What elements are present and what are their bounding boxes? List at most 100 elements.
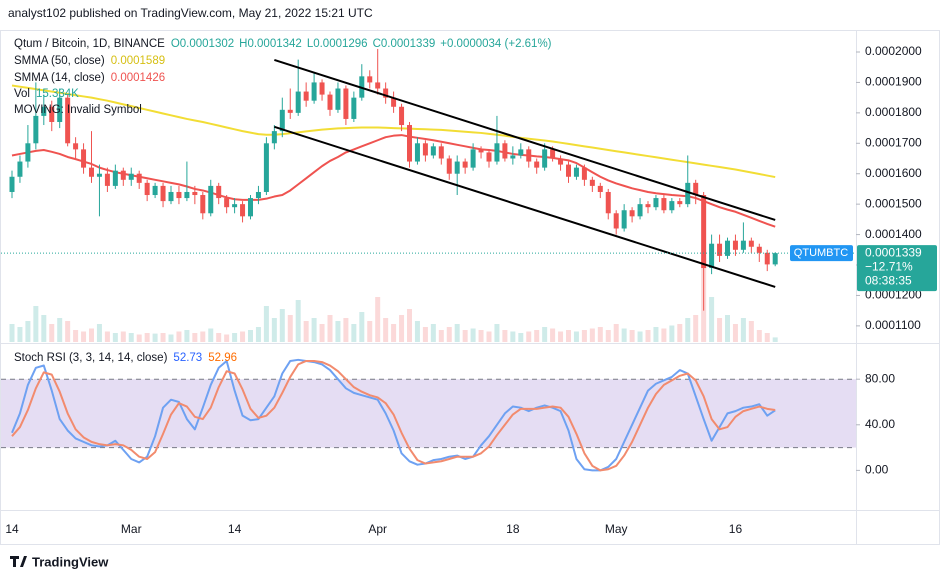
candle-body [518, 149, 524, 156]
volume-bar [597, 327, 603, 342]
candle-body [200, 195, 206, 214]
volume-bar [486, 331, 492, 342]
volume-bar [383, 318, 389, 342]
volume-bar [303, 321, 309, 342]
volume-bar [494, 324, 500, 342]
frame [0, 30, 940, 545]
candle-body [319, 82, 325, 95]
candle-body [343, 88, 349, 119]
volume-bar [772, 337, 778, 342]
candle-body [709, 243, 715, 269]
volume-bar [542, 327, 548, 342]
candle-body [263, 143, 269, 192]
candle-body [693, 182, 699, 196]
volume-bar [502, 330, 508, 342]
volume-bar [57, 318, 63, 342]
volume-bar [605, 330, 611, 342]
x-tick-label: 16 [729, 522, 743, 536]
volume-bar [645, 330, 651, 342]
volume-bar [104, 331, 110, 342]
candle-body [25, 143, 31, 162]
candle-body [176, 191, 182, 199]
candle-body [311, 82, 317, 101]
volume-bar [136, 334, 142, 342]
low-label: L0.0001296 [307, 38, 368, 50]
stoch-legend: Stoch RSI (3, 3, 14, 14, close) 52.73 52.9… [14, 352, 237, 364]
y-tick-label: 0.0001900 [865, 75, 922, 89]
candle-body [542, 149, 548, 168]
volume-bar [693, 315, 699, 342]
candle-body [581, 167, 587, 180]
trend-line [274, 58, 776, 221]
volume-bar [717, 318, 723, 342]
volume-bar [470, 328, 476, 342]
x-tick-label: May [605, 522, 628, 536]
volume-bar [359, 312, 365, 342]
volume-bar [454, 324, 460, 342]
candle-body [717, 243, 723, 256]
candle-body [391, 97, 397, 107]
candle-body [216, 185, 222, 199]
y-tick-label: 0.0001600 [865, 166, 922, 180]
volume-bar [120, 331, 126, 342]
volume-bar [534, 330, 540, 342]
candle-body [613, 213, 619, 229]
volume-bar [725, 315, 730, 342]
volume-bar [81, 331, 87, 342]
volume-bar [73, 330, 79, 342]
candle-body [550, 149, 556, 159]
high-label: H0.0001342 [239, 38, 302, 50]
candle-body [57, 97, 63, 122]
logo-icon [10, 556, 27, 567]
volume-bar [399, 315, 405, 342]
volume-bar [192, 333, 198, 342]
volume-bar [430, 324, 436, 342]
volume-bar [677, 324, 683, 342]
volume-bar [128, 333, 134, 342]
candle-body [605, 191, 611, 214]
y-tick-label: 0.00 [865, 463, 889, 477]
stoch-line [11, 359, 776, 472]
volume-bar [407, 309, 412, 342]
trend-line [274, 125, 776, 288]
sma-line [11, 84, 776, 179]
candle-body [152, 185, 158, 196]
volume-bar [279, 309, 285, 342]
x-tick-label: 14 [5, 522, 19, 536]
volume-bar [248, 330, 253, 342]
volume-bar [478, 330, 484, 342]
volume-bar [629, 330, 635, 342]
volume-bar [558, 331, 564, 342]
legend-name: Vol [14, 88, 30, 100]
volume-bar [160, 333, 166, 342]
candle-body [653, 198, 659, 208]
change-label: +0.0000034 (+2.61%) [440, 38, 551, 50]
candle-body [558, 158, 564, 165]
candle-body [462, 161, 468, 168]
candle-body [685, 182, 691, 205]
candle-body [271, 131, 277, 144]
volume-bar [756, 330, 762, 342]
legend-sma14: SMMA (14, close) 0.0001426 [14, 72, 165, 84]
volume-bar [661, 328, 667, 342]
volume-bar [510, 331, 516, 342]
candle-body [327, 94, 333, 110]
legend-value: 15.334K [36, 88, 79, 100]
volume-bar [112, 333, 118, 342]
volume-bar [168, 334, 174, 342]
y-tick-label: 40.00 [865, 417, 895, 431]
volume-bar [414, 321, 420, 342]
legend-note: MOVING: Invalid Symbol [14, 104, 142, 116]
candle-body [486, 152, 492, 162]
candle-body [645, 204, 651, 208]
candle-body [9, 176, 15, 192]
volume-bar [438, 330, 444, 342]
volume-bar [573, 331, 579, 342]
volume-bar [263, 306, 269, 342]
candle-body [335, 88, 341, 110]
x-tick-label: 18 [506, 522, 520, 536]
x-tick-label: Mar [121, 522, 142, 536]
volume-bar [200, 331, 206, 342]
